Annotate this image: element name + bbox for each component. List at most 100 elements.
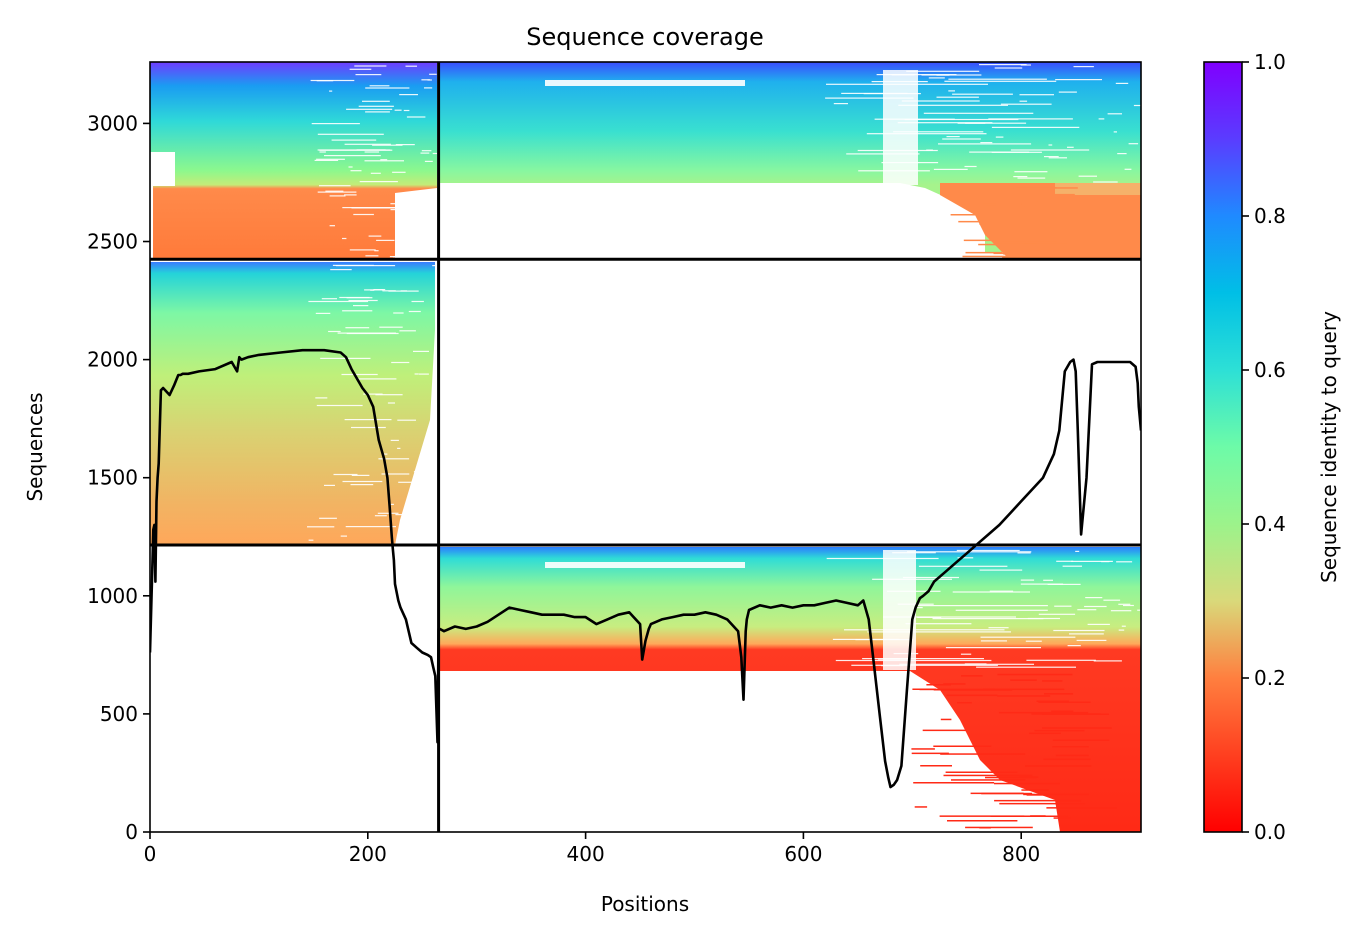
alignment-gap-streak <box>378 458 410 460</box>
alignment-gap-streak <box>350 484 374 486</box>
alignment-streak <box>997 695 1051 697</box>
alignment-streak <box>940 689 1013 691</box>
alignment-gap-streak <box>308 539 314 541</box>
alignment-gap-streak <box>379 326 403 328</box>
alignment-streak <box>939 815 1025 817</box>
alignment-gap-streak <box>387 402 395 404</box>
alignment-gap-streak <box>964 165 977 168</box>
alignment-streak <box>1023 793 1089 796</box>
y-axis-ticks: 0 500 1000 1500 2000 2500 3000 <box>87 111 150 844</box>
alignment-gap-streak <box>394 109 402 111</box>
alignment-streak <box>1026 794 1048 796</box>
alignment-gap-streak <box>345 526 396 528</box>
alignment-gap-streak <box>383 453 388 455</box>
alignment-streak <box>997 673 1073 676</box>
alignment-gap-streak <box>901 100 980 102</box>
x-axis-ticks: 0 200 400 600 800 <box>144 832 1040 866</box>
alignment-streak <box>940 718 952 721</box>
x-tick-label: 600 <box>784 842 822 866</box>
alignment-gap-streak <box>349 68 372 70</box>
alignment-gap-streak <box>989 590 1014 592</box>
alignment-gap-streak <box>373 289 386 291</box>
alignment-streak <box>1055 803 1086 805</box>
heat-gap-b-self-2 <box>545 80 745 86</box>
alignment-gap-streak <box>1053 629 1105 632</box>
alignment-gap-streak <box>390 209 409 211</box>
heat-gap-b-only-2 <box>545 562 745 568</box>
alignment-streak <box>952 188 1032 191</box>
alignment-gap-streak <box>913 607 923 609</box>
alignment-streak <box>977 194 1041 196</box>
alignment-gap-streak <box>427 251 436 254</box>
coverage-line <box>150 348 1141 789</box>
alignment-gap-streak <box>362 100 390 102</box>
alignment-gap-streak <box>349 249 376 251</box>
alignment-gap-streak <box>372 144 403 146</box>
alignment-streak <box>982 688 1065 691</box>
alignment-gap-streak <box>948 90 955 92</box>
alignment-gap-streak <box>1075 550 1080 552</box>
alignment-gap-streak <box>948 78 1047 80</box>
alignment-gap-streak <box>427 79 432 81</box>
alignment-gap-streak <box>1118 603 1131 605</box>
alignment-gap-streak <box>991 151 1042 153</box>
alignment-gap-streak <box>926 149 933 151</box>
y-tick-label: 3000 <box>87 111 138 135</box>
alignment-gap-streak <box>980 142 993 144</box>
alignment-gap-streak <box>391 361 410 364</box>
alignment-gap-streak <box>1019 100 1028 102</box>
alignment-gap-streak <box>826 83 988 85</box>
x-axis-label: Positions <box>601 892 689 916</box>
alignment-streak <box>999 802 1066 805</box>
alignment-gap-streak <box>403 109 410 112</box>
alignment-gap-streak <box>881 665 904 667</box>
alignment-streak <box>1010 679 1037 681</box>
chart-title: Sequence coverage <box>526 23 763 51</box>
alignment-gap-streak <box>923 112 1034 114</box>
y-tick-label: 1000 <box>87 584 138 608</box>
alignment-streak <box>979 827 991 829</box>
alignment-gap-streak <box>414 373 419 375</box>
alignment-gap-streak <box>933 168 968 170</box>
alignment-gap-streak <box>1019 94 1054 96</box>
alignment-streak <box>1042 713 1110 715</box>
alignment-gap-streak <box>883 616 1016 618</box>
alignment-streak <box>1046 807 1117 809</box>
alignment-gap-streak <box>876 74 957 76</box>
alignment-streak <box>1052 739 1110 741</box>
alignment-gap-streak <box>1047 583 1081 585</box>
alignment-gap-streak <box>936 96 979 98</box>
alignment-streak <box>1052 746 1089 748</box>
alignment-gap-streak <box>399 330 416 332</box>
alignment-gap-streak <box>1076 639 1107 641</box>
alignment-streak <box>914 806 928 808</box>
alignment-gap-streak <box>1113 131 1117 133</box>
alignment-gap-streak <box>1093 181 1118 183</box>
alignment-gap-streak <box>316 158 345 160</box>
heat-block-b-self-lower-b <box>1055 183 1141 195</box>
alignment-streak <box>1007 220 1076 223</box>
x-tick-label: 0 <box>144 842 157 866</box>
alignment-streak <box>933 745 992 747</box>
alignment-gap-streak <box>328 330 341 333</box>
alignment-gap-streak <box>420 192 426 194</box>
alignment-gap-streak <box>1121 625 1126 627</box>
alignment-gap-streak <box>433 481 437 483</box>
alignment-gap-streak <box>1048 144 1053 146</box>
alignment-gap-streak <box>1123 604 1134 607</box>
alignment-streak <box>959 201 996 204</box>
alignment-gap-streak <box>893 131 984 133</box>
alignment-streak <box>1021 789 1049 791</box>
alignment-streak <box>963 239 1027 242</box>
coverage-streaks <box>307 64 1141 829</box>
alignment-gap-streak <box>904 118 1019 121</box>
alignment-gap-streak <box>942 138 981 140</box>
alignment-gap-streak <box>1103 599 1121 601</box>
alignment-streak <box>1023 241 1049 244</box>
alignment-gap-streak <box>420 152 430 154</box>
alignment-gap-streak <box>353 305 369 307</box>
alignment-gap-streak <box>1013 176 1028 178</box>
alignment-gap-streak <box>952 591 1030 593</box>
alignment-gap-streak <box>398 481 421 483</box>
